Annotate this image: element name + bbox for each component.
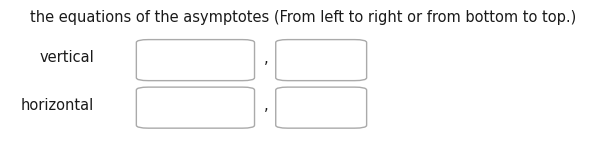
Text: ,: , (264, 98, 269, 113)
FancyBboxPatch shape (136, 40, 255, 81)
Text: horizontal: horizontal (21, 98, 94, 113)
FancyBboxPatch shape (276, 87, 367, 128)
Text: ,: , (264, 51, 269, 66)
Text: vertical: vertical (39, 50, 94, 65)
Text: the equations of the asymptotes (From left to right or from bottom to top.): the equations of the asymptotes (From le… (30, 10, 576, 25)
FancyBboxPatch shape (276, 40, 367, 81)
FancyBboxPatch shape (136, 87, 255, 128)
